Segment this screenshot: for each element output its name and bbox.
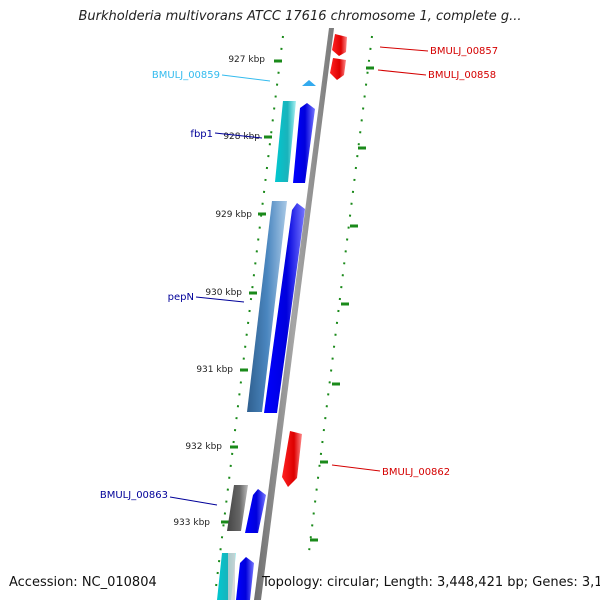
leader-line bbox=[379, 46, 429, 52]
gene-label-bmulj-00863[interactable]: BMULJ_00863 bbox=[100, 490, 168, 501]
cds-pepN[interactable] bbox=[264, 203, 305, 413]
gene-label-fbp1[interactable]: fbp1 bbox=[190, 129, 213, 140]
gene-feature-bmulj-00863[interactable] bbox=[227, 485, 248, 531]
gene-label-bmulj-00862[interactable]: BMULJ_00862 bbox=[382, 467, 450, 478]
gene-feature-fbp1[interactable] bbox=[275, 101, 296, 182]
outer-tick-track bbox=[307, 35, 373, 561]
map-title: Burkholderia multivorans ATCC 17616 chro… bbox=[78, 9, 522, 24]
leader-line bbox=[377, 69, 427, 76]
leader-line bbox=[195, 296, 245, 303]
leader-line bbox=[331, 464, 381, 472]
accession-label: Accession: NC_010804 bbox=[9, 575, 157, 590]
inner-tick-track bbox=[214, 35, 284, 596]
leader-line bbox=[221, 74, 271, 82]
cds-bmulj-00863[interactable] bbox=[245, 489, 266, 533]
tick-label: 933 kbp bbox=[173, 518, 210, 528]
gene-feature-partial-gray bbox=[228, 553, 235, 600]
gene-feature-bmulj-00857[interactable] bbox=[332, 34, 347, 56]
gene-label-pepN[interactable]: pepN bbox=[168, 292, 194, 303]
tick-label: 930 kbp bbox=[205, 288, 242, 298]
tick-label: 928 kbp bbox=[223, 132, 260, 142]
tick-label: 927 kbp bbox=[228, 55, 265, 65]
tick-label: 932 kbp bbox=[185, 442, 222, 452]
tick-label: 931 kbp bbox=[196, 365, 233, 375]
outer-major-ticks bbox=[310, 66, 374, 542]
gene-label-bmulj-00857[interactable]: BMULJ_00857 bbox=[430, 46, 498, 57]
major-ticks bbox=[221, 59, 282, 524]
gene-feature-bmulj-00862[interactable] bbox=[282, 431, 302, 487]
gene-label-bmulj-00859[interactable]: BMULJ_00859 bbox=[152, 70, 220, 81]
leader-line bbox=[214, 132, 263, 139]
leader-line bbox=[169, 496, 218, 506]
gene-feature-pepN[interactable] bbox=[247, 201, 287, 412]
tick-label: 929 kbp bbox=[215, 210, 252, 220]
gene-feature-bmulj-00859[interactable] bbox=[302, 80, 316, 86]
gene-feature-bmulj-00858[interactable] bbox=[330, 58, 346, 80]
cds-partial[interactable] bbox=[236, 557, 254, 600]
chromosome-backbone bbox=[254, 28, 334, 600]
gene-label-bmulj-00858[interactable]: BMULJ_00858 bbox=[428, 70, 496, 81]
topology-stats: Topology: circular; Length: 3,448,421 bp… bbox=[262, 575, 600, 590]
cds-fbp1[interactable] bbox=[293, 103, 315, 183]
